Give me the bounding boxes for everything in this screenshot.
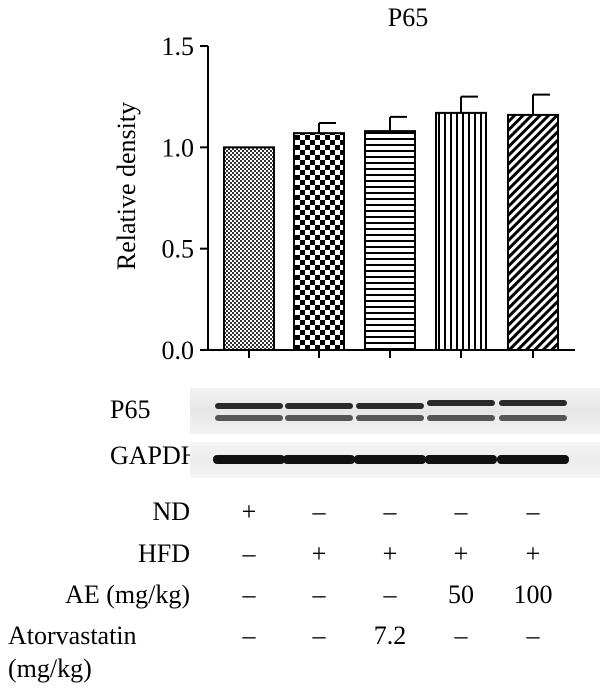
y-tick-label: 0.5 bbox=[162, 235, 195, 264]
bar-chart: P65 Relative density 0.0 0.5 1.0 1.5 bbox=[112, 3, 575, 365]
gapdh-band bbox=[354, 455, 426, 464]
p65-band-lower bbox=[215, 415, 283, 421]
table-cell: – bbox=[312, 497, 326, 526]
y-tick-label: 1.0 bbox=[162, 133, 195, 162]
table-cell: – bbox=[312, 621, 326, 650]
row-label: Atorvastatin bbox=[8, 621, 137, 650]
table-cell: – bbox=[383, 580, 397, 609]
bar-2 bbox=[293, 132, 345, 351]
p65-band-upper bbox=[356, 403, 424, 409]
table-cell: – bbox=[454, 621, 468, 650]
p65-band-upper bbox=[499, 400, 567, 406]
blot-label-gapdh: GAPDH bbox=[110, 441, 200, 470]
gapdh-band bbox=[283, 455, 355, 464]
gapdh-band bbox=[425, 455, 497, 464]
table-cell: – bbox=[526, 497, 540, 526]
p65-band-lower bbox=[499, 415, 567, 421]
table-cell: 100 bbox=[513, 580, 553, 609]
atorvastatin-unit-label: (mg/kg) bbox=[8, 654, 92, 683]
p65-band-lower bbox=[285, 415, 353, 421]
y-axis-label: Relative density bbox=[112, 102, 141, 270]
row-label: HFD bbox=[137, 539, 190, 568]
table-cell: – bbox=[526, 621, 540, 650]
table-cell: + bbox=[453, 539, 469, 568]
blot-label-p65: P65 bbox=[110, 395, 151, 424]
bar-4 bbox=[435, 111, 487, 351]
bar-3 bbox=[364, 130, 416, 351]
row-label: AE (mg/kg) bbox=[65, 580, 190, 609]
p65-band-upper bbox=[285, 403, 353, 409]
y-tick-label: 0.0 bbox=[162, 336, 195, 365]
gapdh-band bbox=[497, 455, 569, 464]
table-cell: 50 bbox=[448, 580, 474, 609]
p65-band-lower bbox=[356, 415, 424, 421]
table-cell: – bbox=[242, 621, 256, 650]
p65-band-upper bbox=[215, 403, 283, 409]
p65-band-lower bbox=[427, 415, 495, 421]
p65-blot-panel bbox=[190, 388, 600, 434]
table-cell: – bbox=[242, 539, 256, 568]
table-cell: – bbox=[242, 580, 256, 609]
chart-title: P65 bbox=[388, 3, 428, 32]
y-tick-label: 1.5 bbox=[162, 32, 195, 61]
row-label: ND bbox=[152, 497, 190, 526]
table-cell: + bbox=[382, 539, 398, 568]
table-cell: – bbox=[383, 497, 397, 526]
gapdh-band bbox=[213, 455, 285, 464]
bar-1 bbox=[223, 146, 275, 351]
table-cell: – bbox=[312, 580, 326, 609]
table-cell: + bbox=[241, 497, 257, 526]
table-cell: – bbox=[454, 497, 468, 526]
table-cell: 7.2 bbox=[373, 621, 407, 650]
bar-5 bbox=[507, 113, 559, 352]
p65-band-upper bbox=[427, 400, 495, 406]
table-cell: + bbox=[311, 539, 327, 568]
table-cell: + bbox=[525, 539, 541, 568]
